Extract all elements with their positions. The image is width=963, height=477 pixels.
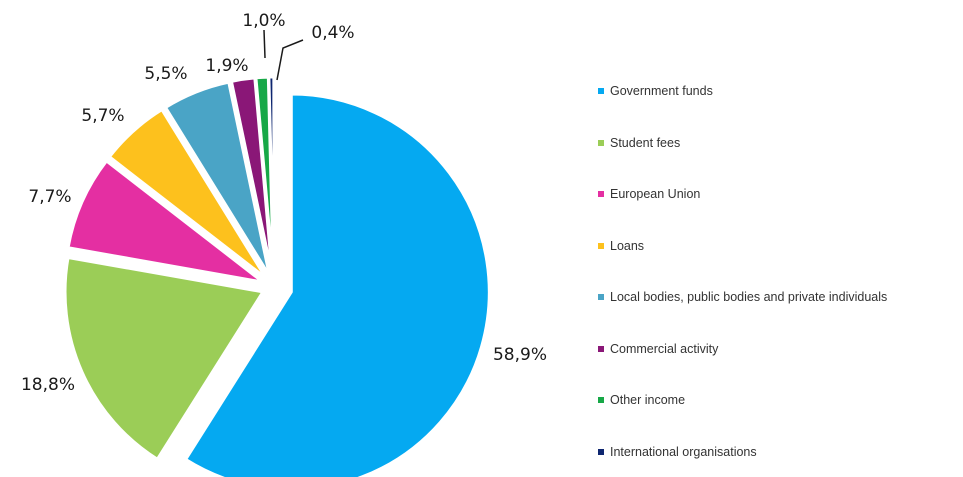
legend-item: International organisations xyxy=(598,445,757,459)
legend-item: Government funds xyxy=(598,84,713,98)
data-label: 5,5% xyxy=(144,64,187,84)
pie-slice-european-union xyxy=(66,159,265,284)
legend-swatch xyxy=(598,242,604,249)
legend-swatch xyxy=(598,345,604,352)
legend-item: Student fees xyxy=(598,136,680,150)
pie-data-labels: 58,9% 18,8% 7,7% 5,7% 5,5% 1,9% 1,0% 0,4% xyxy=(21,11,547,395)
legend-label: Government funds xyxy=(610,84,713,98)
legend-label: European Union xyxy=(610,187,701,201)
leader-line xyxy=(263,29,266,59)
legend-item: Other income xyxy=(598,393,685,407)
legend-item: Loans xyxy=(598,239,644,253)
data-label: 5,7% xyxy=(81,106,124,126)
pie-slice-international-organisations xyxy=(267,75,276,277)
legend-label: Loans xyxy=(610,238,645,253)
data-label: 1,9% xyxy=(205,56,248,76)
data-label: 0,4% xyxy=(311,23,354,43)
legend-swatch xyxy=(598,448,604,455)
data-label: 18,8% xyxy=(21,375,75,395)
data-label: 58,9% xyxy=(493,345,547,365)
legend-swatch xyxy=(598,191,604,197)
pie-slice-loans xyxy=(107,108,268,280)
data-label: 1,0% xyxy=(242,11,285,31)
legend-item: Commercial activity xyxy=(598,342,718,356)
pie-slice-student-fees xyxy=(63,255,265,461)
legend-item: European Union xyxy=(598,187,700,201)
legend-swatch xyxy=(598,397,604,403)
pie-slice-local-bodies-public-bodies-and-private-individuals xyxy=(163,80,272,278)
legend-item: Local bodies, public bodies and private … xyxy=(598,290,887,304)
data-label: 7,7% xyxy=(28,187,71,207)
legend-swatch xyxy=(598,294,604,300)
legend-label: Other income xyxy=(610,393,686,407)
legend-label: Student fees xyxy=(610,135,681,150)
legend-label: Local bodies, public bodies and private … xyxy=(610,290,888,304)
legend-label: Commercial activity xyxy=(610,341,719,356)
pie-slice-government-funds xyxy=(184,92,491,477)
legend-label: International organisations xyxy=(610,444,757,459)
legend-swatch xyxy=(598,139,604,146)
leader-line xyxy=(276,39,304,81)
legend-swatch xyxy=(598,88,604,94)
pie-slices xyxy=(63,75,491,477)
